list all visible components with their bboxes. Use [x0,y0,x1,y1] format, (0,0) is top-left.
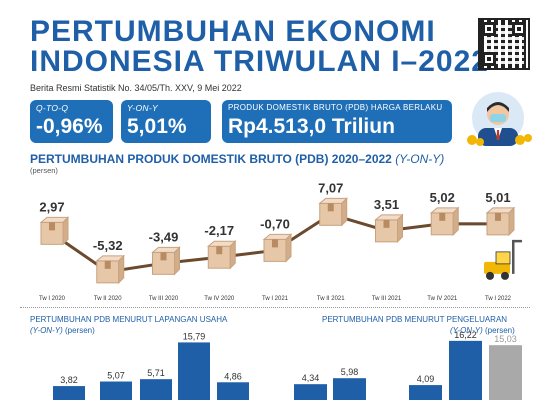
chart-point-box [262,233,293,263]
point-value-label: -2,17 [204,223,234,238]
main-chart-title-suffix: (Y-ON-Y) [395,152,445,166]
bar [100,381,132,400]
right-section-unit: (Y-ON-Y) (persen) [450,326,515,335]
main-chart-unit: (persen) [30,166,58,175]
bar-value-label: 16,22 [454,330,477,340]
section-divider [20,307,530,308]
chart-point-box [95,254,125,285]
pdb-label: PRODUK DOMESTIK BRUTO (PDB) HARGA BERLAK… [228,103,443,112]
bar [53,386,85,400]
bar [294,384,327,400]
x-tick-label: Tw II 2020 [94,296,122,302]
bar-value-label: 15,03 [494,334,517,344]
left-section-unit-text: (persen) [64,326,95,335]
pdb-stat-box: PRODUK DOMESTIK BRUTO (PDB) HARGA BERLAK… [222,100,452,143]
point-value-label: 5,01 [485,190,510,205]
businessman-icon [467,92,532,146]
chart-point-box [39,216,70,246]
bar [409,385,442,400]
left-section-title: PERTUMBUHAN PDB MENURUT LAPANGAN USAHA [30,315,228,324]
left-section-unit-italic: (Y-ON-Y) [30,326,63,335]
bar-value-label: 4,34 [302,373,320,383]
main-chart-title-text: PERTUMBUHAN PRODUK DOMESTIK BRUTO (PDB) … [30,152,392,166]
qtoq-label: Q-TO-Q [36,103,69,113]
bar-value-label: 4,86 [224,371,242,381]
bar-value-label: 5,07 [107,371,125,381]
sector-bar-charts: 3,82 5,07 5,71 15,79 4,86 4,34 5,98 4,09 16,22 15… [53,330,522,400]
left-section-unit: (Y-ON-Y) (persen) [30,326,95,335]
qtoq-value: -0,96% [36,115,103,138]
bar [449,340,482,400]
point-value-label: 5,02 [430,190,455,205]
x-tick-label: Tw I 2022 [485,296,512,302]
forklift-icon [484,239,522,280]
x-tick-label: Tw II 2021 [317,296,345,302]
chart-point-box [151,246,181,276]
bar-value-label: 3,82 [60,375,78,385]
bar [178,342,210,400]
subtitle: Berita Resmi Statistik No. 34/05/Th. XXV… [30,83,242,93]
bar-value-label: 5,71 [147,368,165,378]
x-tick-label: Tw III 2020 [149,296,179,302]
x-tick-label: Tw IV 2021 [427,296,458,302]
right-section-unit-text: (persen) [484,326,515,335]
point-value-label: -5,32 [93,238,123,253]
right-section-unit-italic: (Y-ON-Y) [450,326,483,335]
point-value-label: 3,51 [374,197,399,212]
bar [217,382,249,400]
main-chart-title: PERTUMBUHAN PRODUK DOMESTIK BRUTO (PDB) … [30,152,444,166]
bar-value-label: 5,98 [341,367,359,377]
gdp-growth-line-chart: 2,97 Tw I 2020 -5,32 Tw II 2020 -3,49 Tw III … [39,180,522,302]
pdb-value: Rp4.513,0 Triliun [228,115,395,138]
yony-label: Y-ON-Y [127,103,158,113]
bar-value-label: 15,79 [183,331,206,341]
title-line-1: PERTUMBUHAN EKONOMI [30,15,436,48]
title-line-2: INDONESIA TRIWULAN I–2022 [30,45,489,78]
point-value-label: -0,70 [260,216,290,231]
x-tick-label: Tw III 2021 [372,296,402,302]
yony-stat-box: Y-ON-Y 5,01% [121,100,211,143]
point-value-label: -3,49 [149,229,179,244]
chart-point-box [206,240,237,270]
bar [333,378,366,400]
chart-point-box [485,206,516,237]
qr-code-icon[interactable] [478,18,530,70]
yony-value: 5,01% [127,115,187,138]
bar [140,379,172,400]
x-tick-label: Tw I 2020 [39,296,66,302]
chart-point-box [374,213,404,244]
chart-point-box [429,206,460,237]
qtoq-stat-box: Q-TO-Q -0,96% [30,100,113,143]
bar-value-label: 4,09 [417,374,435,384]
point-value-label: 7,07 [318,180,343,195]
chart-point-box [318,197,348,227]
bar [489,345,522,400]
right-section-title: PERTUMBUHAN PDB MENURUT PENGELUARAN [322,315,508,324]
x-tick-label: Tw IV 2020 [204,296,235,302]
x-tick-label: Tw I 2021 [262,296,289,302]
point-value-label: 2,97 [39,199,64,214]
